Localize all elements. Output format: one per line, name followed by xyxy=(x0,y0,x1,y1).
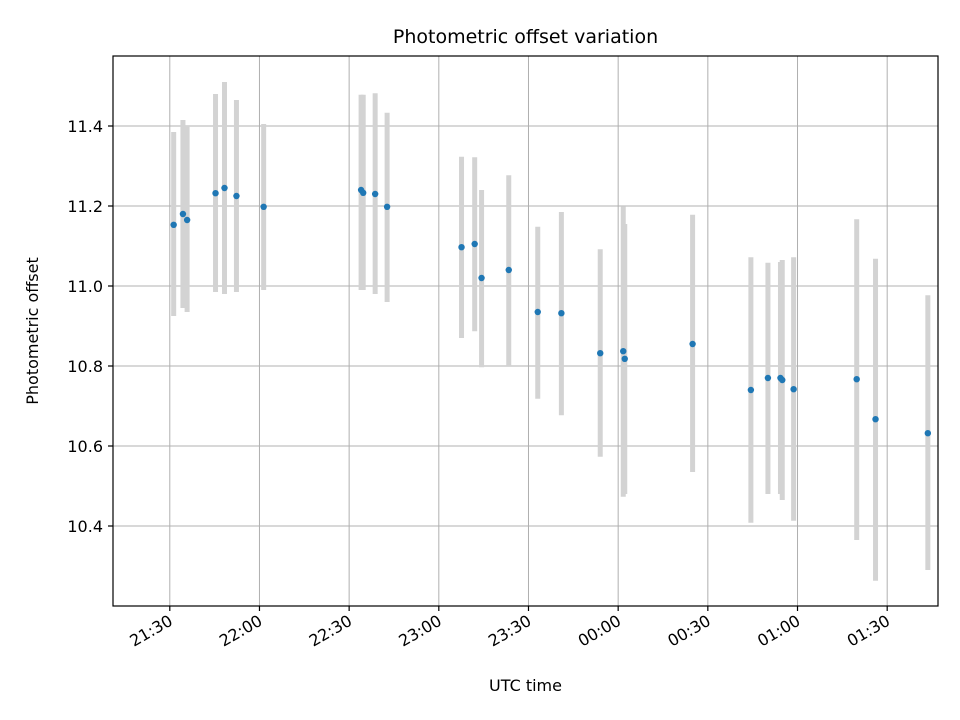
data-point xyxy=(383,203,391,210)
data-point xyxy=(212,190,219,197)
y-tick-label: 10.6 xyxy=(67,437,103,456)
y-tick-label: 10.8 xyxy=(67,357,103,376)
data-point xyxy=(620,348,627,355)
data-point xyxy=(170,221,177,228)
data-point xyxy=(924,430,932,437)
plot-area xyxy=(113,56,938,606)
data-point xyxy=(779,376,786,384)
data-point xyxy=(260,203,267,210)
data-point xyxy=(621,355,628,362)
data-point xyxy=(597,350,604,357)
chart-title: Photometric offset variation xyxy=(393,26,658,48)
data-point xyxy=(221,184,228,192)
data-point xyxy=(478,274,485,282)
data-point xyxy=(534,308,541,316)
data-point xyxy=(790,386,797,393)
data-point xyxy=(747,386,755,394)
data-point xyxy=(233,192,240,200)
y-axis-label: Photometric offset xyxy=(23,257,42,405)
data-point xyxy=(471,240,478,248)
y-axis-ticks: 10.4 10.6 10.8 11.0 11.2 11.4 xyxy=(67,117,113,536)
data-point xyxy=(458,244,465,251)
x-axis-label: UTC time xyxy=(489,676,562,695)
data-point xyxy=(764,374,772,382)
data-point xyxy=(872,416,879,423)
y-tick-label: 11.2 xyxy=(67,197,103,216)
data-point xyxy=(179,210,187,218)
grid xyxy=(113,56,938,606)
y-tick-label: 11.4 xyxy=(67,117,103,136)
plot-frame xyxy=(112,55,939,607)
data-point xyxy=(689,340,696,348)
data-point xyxy=(505,266,512,274)
data-point xyxy=(853,376,860,383)
data-point xyxy=(359,189,367,196)
data-points xyxy=(170,184,932,437)
data-point xyxy=(183,216,191,224)
y-tick-label: 10.4 xyxy=(67,517,103,536)
data-point xyxy=(558,310,565,317)
y-tick-label: 11.0 xyxy=(67,277,103,296)
data-point xyxy=(371,190,379,198)
